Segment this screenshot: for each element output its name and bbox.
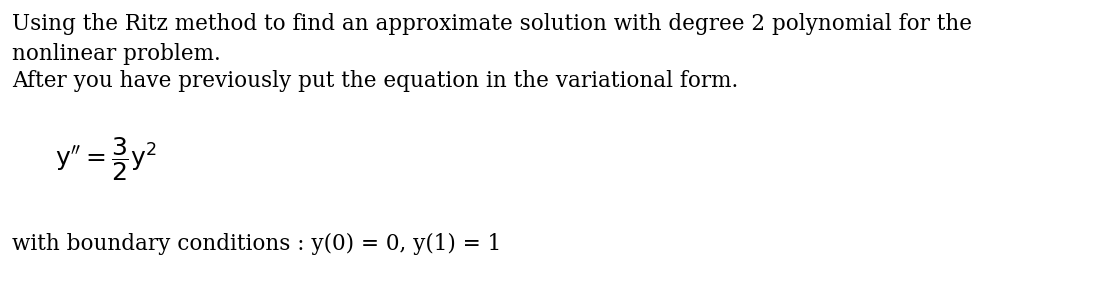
Text: Using the Ritz method to find an approximate solution with degree 2 polynomial f: Using the Ritz method to find an approxi…: [12, 13, 972, 35]
Text: $\mathrm{y}'' = \dfrac{3}{2}\mathrm{y}^2$: $\mathrm{y}'' = \dfrac{3}{2}\mathrm{y}^2…: [55, 135, 156, 183]
Text: with boundary conditions : y(0) = 0, y(1) = 1: with boundary conditions : y(0) = 0, y(1…: [12, 233, 501, 255]
Text: nonlinear problem.: nonlinear problem.: [12, 43, 220, 65]
Text: After you have previously put the equation in the variational form.: After you have previously put the equati…: [12, 70, 738, 92]
